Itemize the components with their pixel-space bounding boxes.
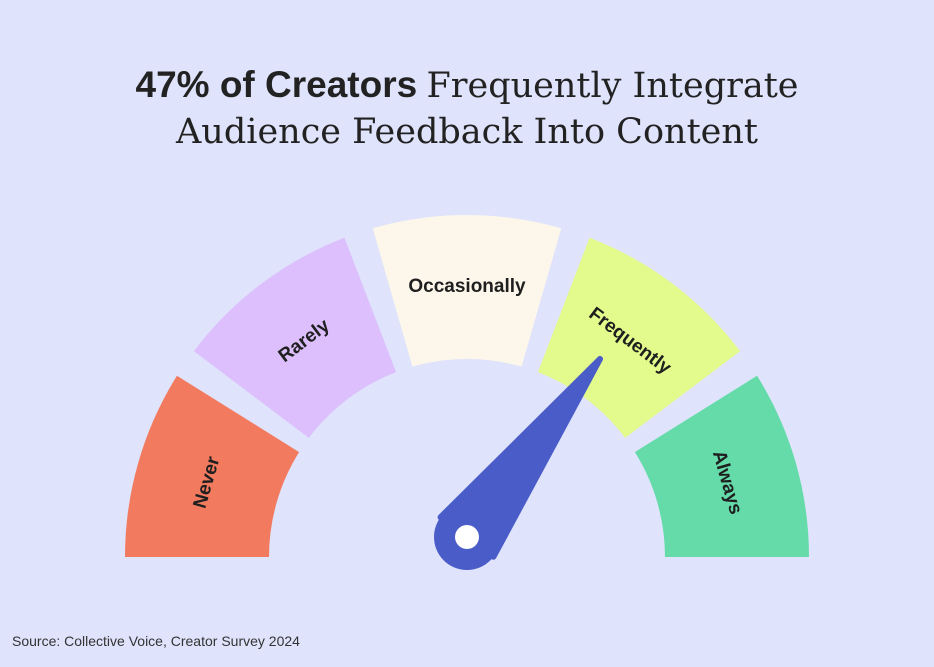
gauge-segment-always bbox=[634, 375, 809, 557]
gauge-segment-never bbox=[125, 375, 300, 557]
source-note: Source: Collective Voice, Creator Survey… bbox=[12, 633, 300, 649]
title-text-line2: Audience Feedback Into Content bbox=[176, 112, 758, 152]
gauge-segment-rarely bbox=[193, 237, 397, 438]
gauge-segment-frequently bbox=[537, 237, 741, 438]
gauge-label-occasionally: Occasionally bbox=[408, 276, 526, 297]
gauge-needle bbox=[434, 356, 603, 570]
chart-title: 47% of Creators Frequently Integrate Aud… bbox=[0, 62, 934, 155]
title-text-line1: Frequently Integrate bbox=[426, 66, 799, 106]
gauge-segments bbox=[125, 215, 809, 557]
title-highlight: 47% of Creators bbox=[135, 64, 418, 105]
gauge-segment-occasionally bbox=[372, 215, 562, 367]
needle-hub-hole bbox=[455, 525, 479, 549]
